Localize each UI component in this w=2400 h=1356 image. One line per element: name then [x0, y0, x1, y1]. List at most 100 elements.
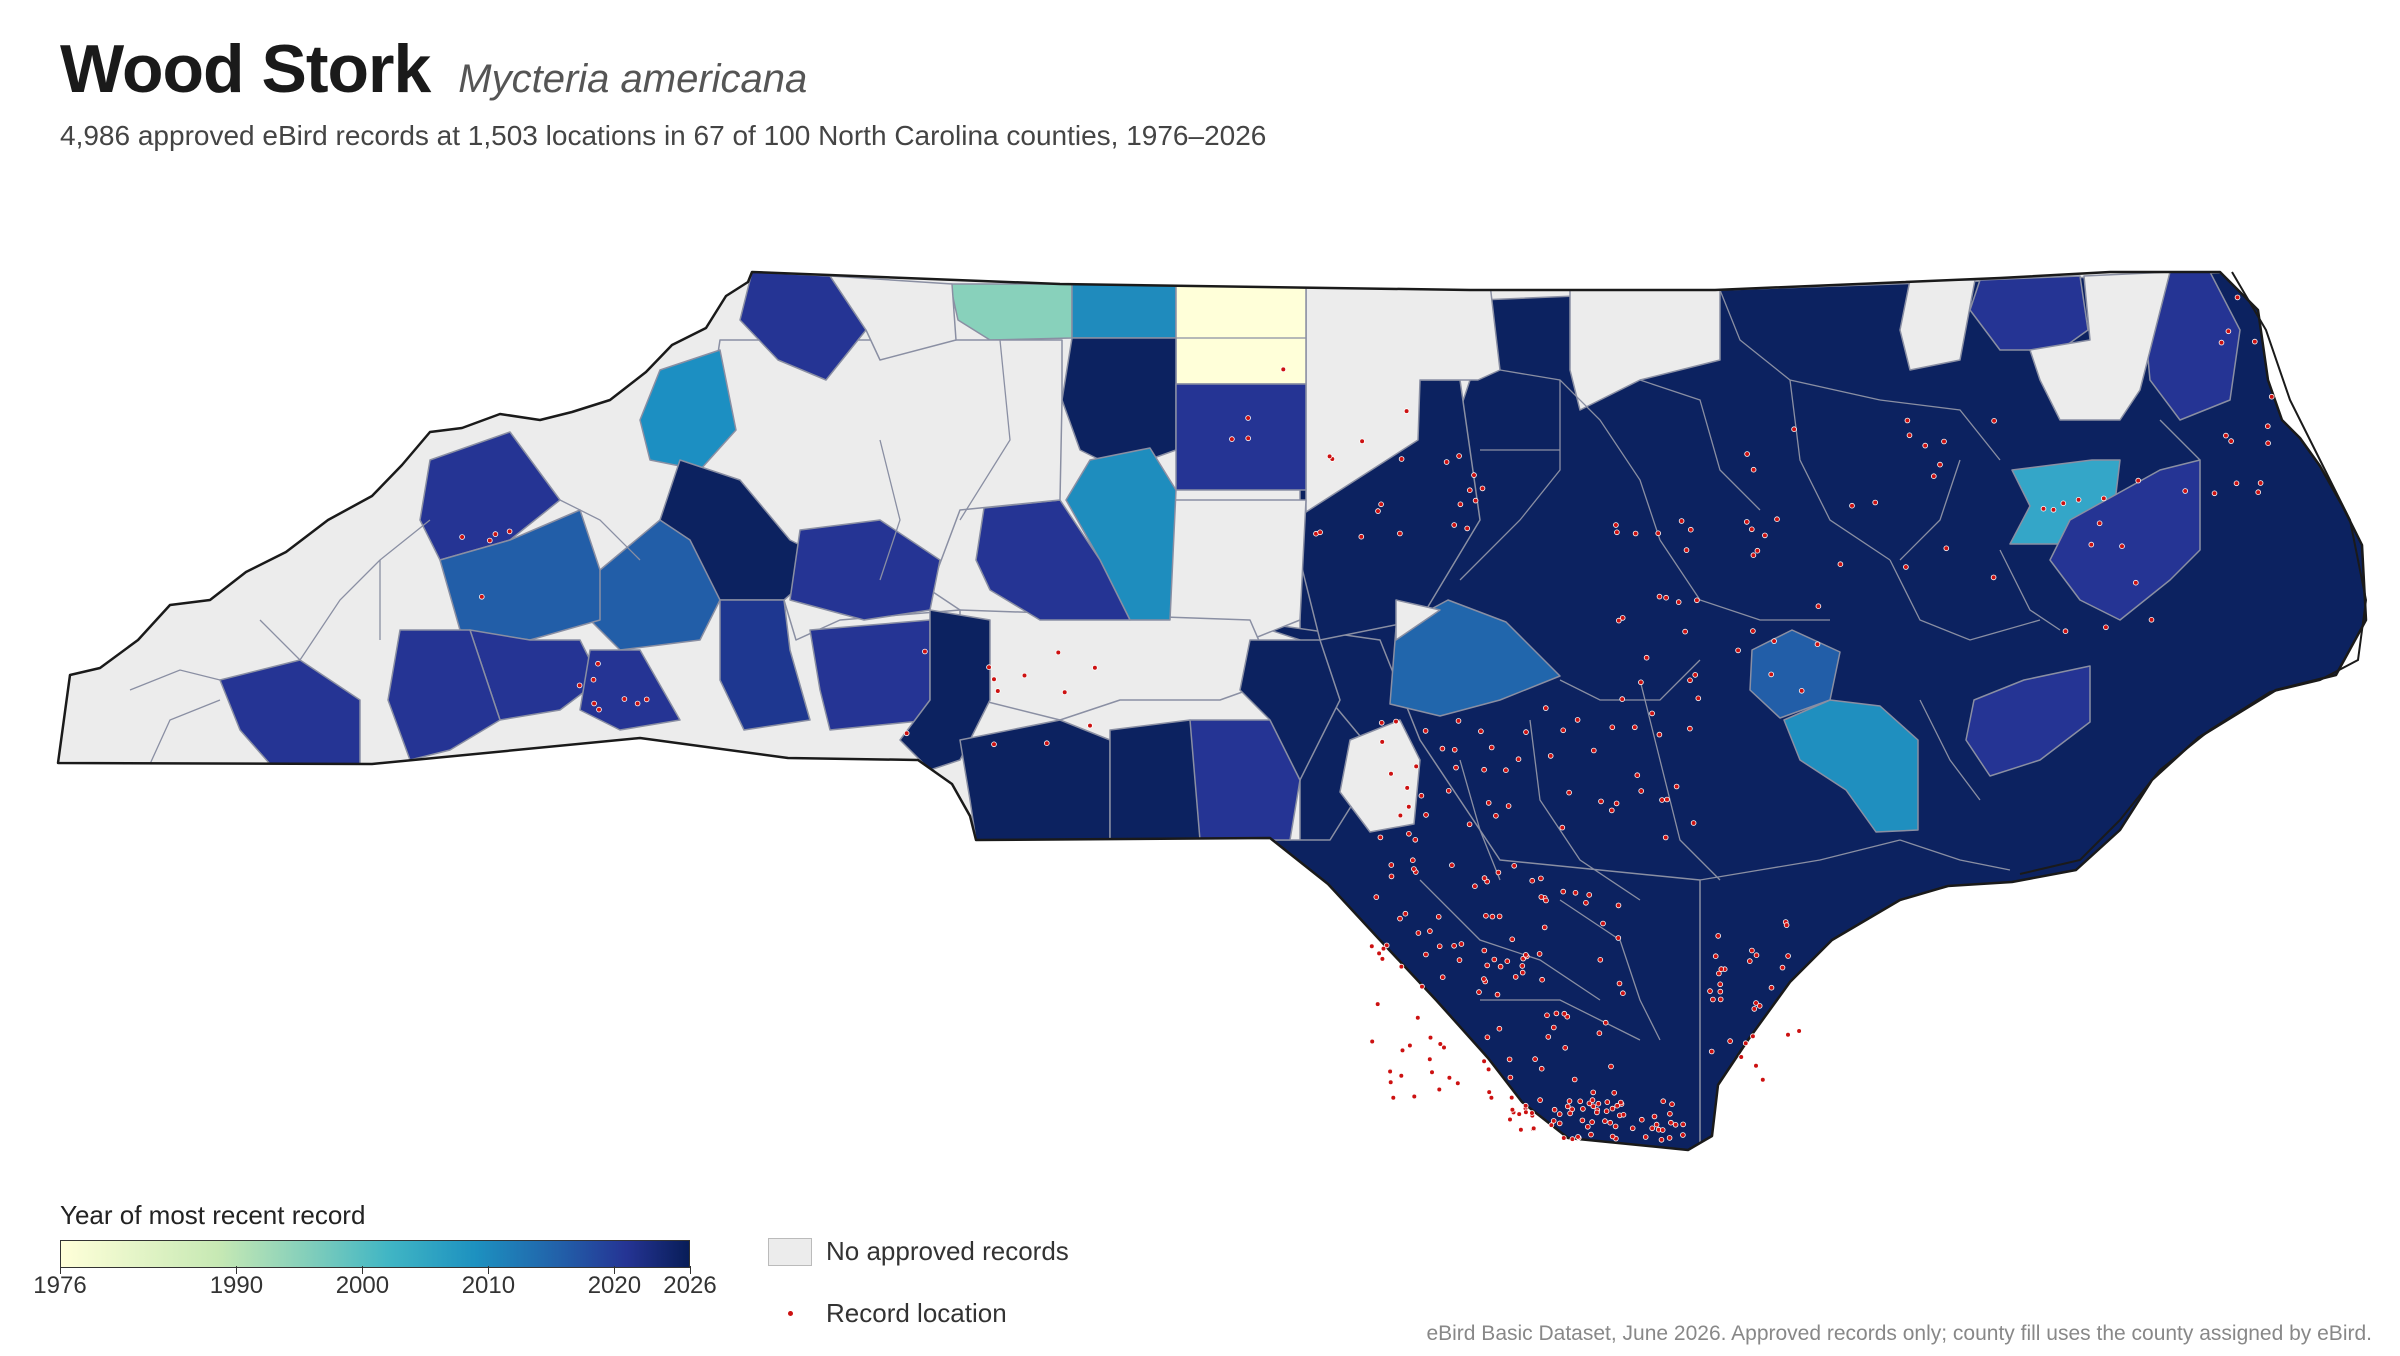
record-dot [1422, 728, 1429, 734]
record-dot [2133, 579, 2139, 586]
record-dot [1280, 366, 1287, 373]
record-dot [506, 528, 513, 535]
record-dot [1317, 529, 1323, 536]
record-dot [1616, 617, 1622, 624]
record-dot [1092, 664, 1098, 671]
record-dot [1506, 1056, 1513, 1063]
county-moore-none [1339, 719, 1421, 833]
record-dot [2228, 438, 2234, 444]
record-dot [2148, 616, 2155, 623]
record-dot [1536, 951, 1543, 957]
record-dot [1484, 962, 1490, 969]
record-dot [1619, 615, 1626, 621]
record-dot [1688, 526, 1694, 533]
record-dot [595, 660, 601, 667]
record-dot [1387, 1068, 1393, 1075]
record-dot [1651, 1113, 1658, 1120]
record-dot [1690, 820, 1697, 826]
outer-banks [2019, 271, 2368, 875]
no-records-label: No approved records [826, 1236, 1069, 1266]
record-dot [1632, 724, 1638, 731]
record-dot [1906, 432, 1913, 439]
record-dot [1523, 729, 1529, 735]
record-dot [1545, 1034, 1552, 1040]
record-dot [2234, 294, 2241, 301]
record-dot [1449, 862, 1455, 868]
record-dot [1768, 984, 1775, 991]
county-stokes [1071, 283, 1177, 339]
record-dot [1464, 525, 1470, 532]
record-dot [2040, 505, 2047, 512]
record-dot [1415, 930, 1422, 936]
record-dot [1439, 745, 1446, 752]
record-dot [1591, 747, 1597, 754]
record-dot [1602, 1019, 1609, 1026]
record-dot [1583, 899, 1589, 906]
record-dot [1749, 947, 1755, 954]
record-dot [1598, 798, 1604, 805]
record-dot [1662, 834, 1669, 841]
county-northeast-none-b [2029, 272, 2171, 421]
record-dot [1783, 922, 1790, 928]
record-dot [1672, 1122, 1679, 1128]
record-dot [1750, 552, 1757, 558]
record-dot [1590, 1089, 1596, 1096]
record-dot [1055, 649, 1062, 656]
record-dot [1518, 1126, 1524, 1133]
record-dot [1483, 912, 1489, 919]
record-dot [2218, 339, 2225, 346]
county-anson [1189, 719, 1301, 841]
record-dot [1529, 1110, 1535, 1116]
record-dot [1744, 519, 1750, 525]
record-dot [1618, 1099, 1624, 1106]
record-dot [1406, 830, 1412, 837]
record-dot [1744, 451, 1750, 457]
county-wake [1389, 599, 1561, 717]
record-dot [1669, 1101, 1675, 1107]
record-dot [1779, 964, 1786, 971]
record-dot [1612, 1123, 1619, 1130]
record-dot [1379, 739, 1385, 745]
record-dot [1481, 947, 1488, 954]
record-dot [1675, 599, 1682, 605]
record-dot [1358, 533, 1365, 540]
record-dot [1388, 862, 1395, 868]
record-dot [1649, 710, 1655, 717]
record-dot [1547, 753, 1554, 759]
record-dot [1423, 812, 1429, 818]
record-dot [1574, 717, 1581, 723]
record-dot [1609, 1105, 1616, 1112]
record-dot [1388, 873, 1395, 880]
record-dot [1589, 1119, 1595, 1125]
record-dot [991, 741, 997, 748]
record-dot [1466, 821, 1473, 828]
record-dot [1687, 725, 1693, 732]
record-dot [1439, 974, 1446, 980]
colorbar-tick-label: 1976 [33, 1272, 87, 1299]
record-dot [1044, 740, 1050, 746]
record-dot [1682, 628, 1688, 635]
no-records-swatch [768, 1238, 812, 1266]
record-dot [1692, 672, 1698, 678]
record-dot [1529, 877, 1535, 884]
record-dot [1419, 983, 1425, 990]
record-dot [1471, 472, 1477, 478]
record-dot [1548, 1122, 1555, 1128]
record-dot [1445, 787, 1452, 794]
record-dot [1021, 672, 1028, 679]
record-dot [1614, 529, 1620, 536]
record-dot [1718, 966, 1725, 972]
record-dot [1539, 976, 1545, 983]
record-dot [1479, 485, 1486, 492]
record-dot [1562, 1045, 1568, 1051]
record-dot [1668, 1119, 1674, 1126]
record-dot [1791, 426, 1797, 433]
record-dot [1768, 671, 1774, 678]
record-dot [1374, 1001, 1381, 1007]
record-dot [1655, 530, 1661, 537]
record-dot [1750, 466, 1757, 473]
record-dot [1620, 990, 1626, 996]
record-dot [1751, 1006, 1758, 1012]
record-dot [1735, 647, 1741, 654]
